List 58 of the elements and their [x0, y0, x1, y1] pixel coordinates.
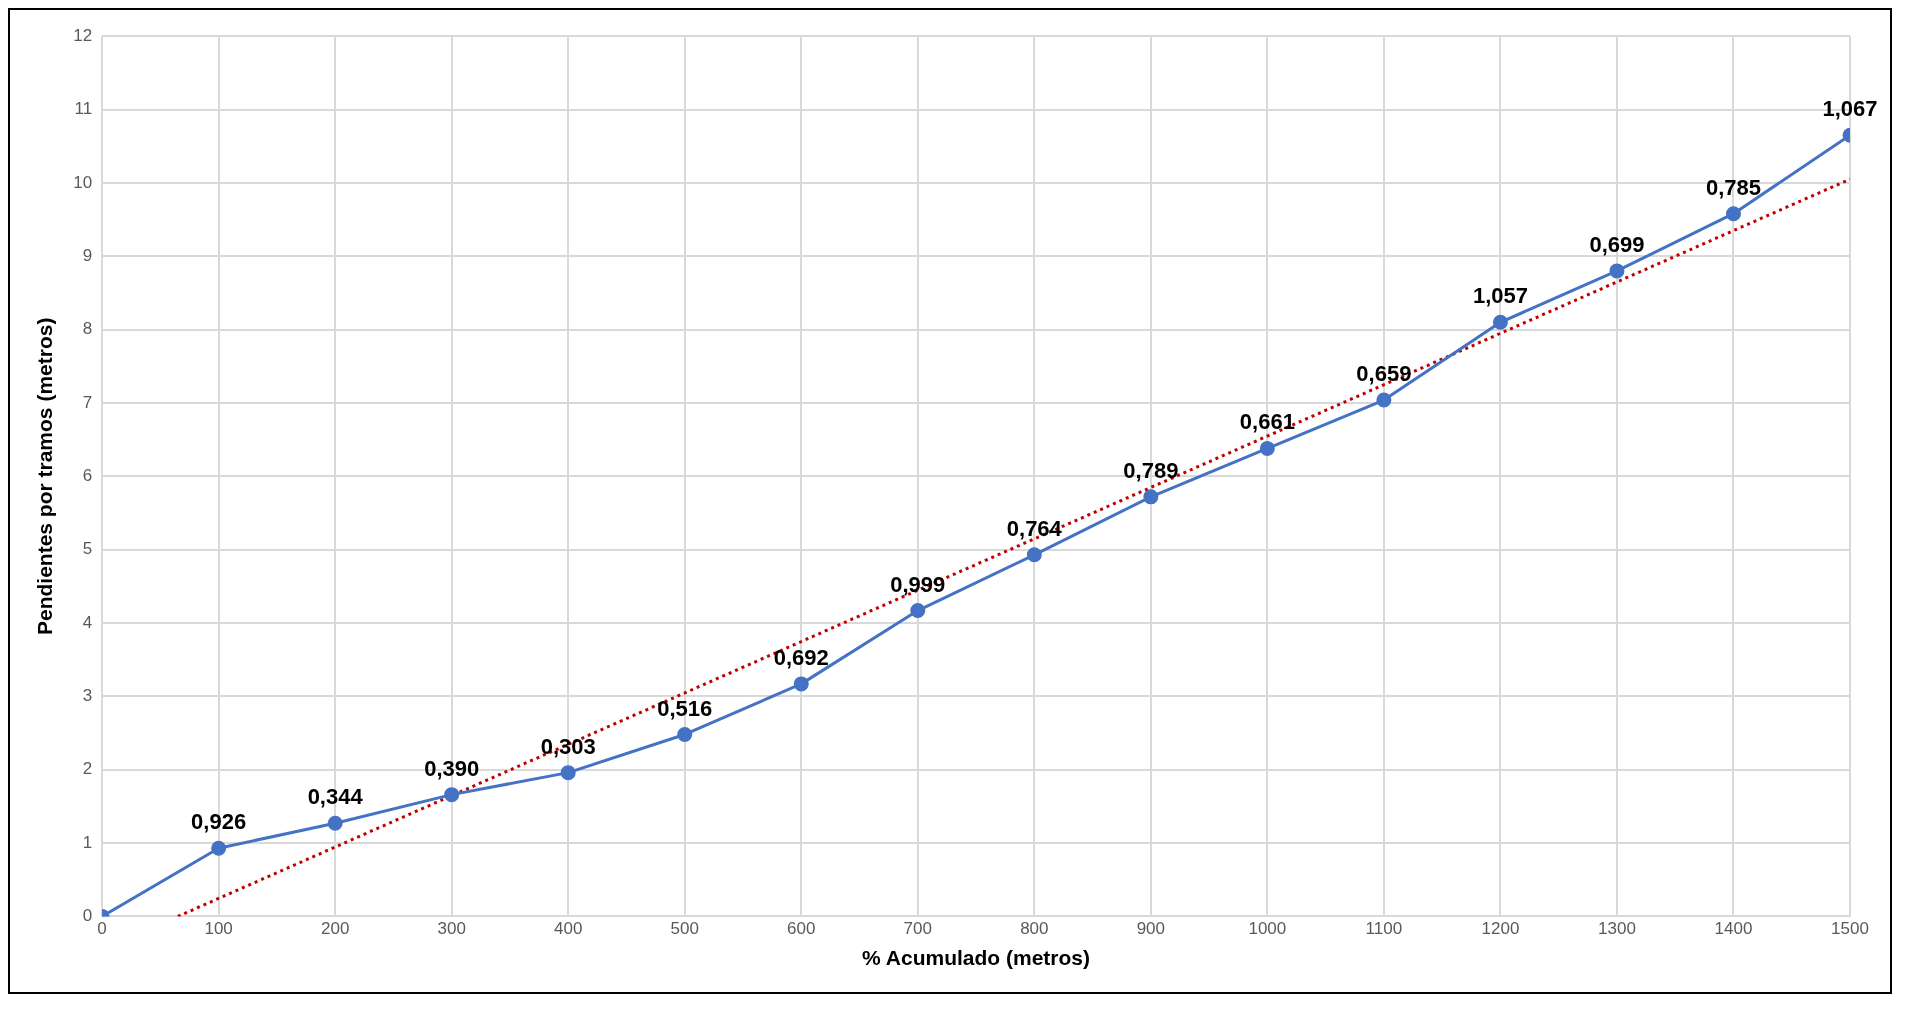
point: [677, 726, 693, 742]
point: [560, 765, 576, 781]
annotation: 0,699: [1589, 231, 1645, 257]
annotation: 1,057: [1472, 283, 1528, 309]
annotation: 0,661: [1239, 409, 1295, 435]
y-tick-label: 2: [82, 759, 93, 779]
point: [1609, 263, 1625, 279]
x-tick-label: 100: [204, 919, 233, 939]
y-tick-label: 1: [82, 832, 93, 852]
x-tick-label: 1500: [1831, 919, 1869, 939]
x-tick-label: 1200: [1481, 919, 1520, 939]
point: [327, 815, 343, 831]
annotation: 0,785: [1705, 174, 1762, 200]
point: [1259, 440, 1275, 456]
annotation: 0,692: [773, 644, 829, 670]
y-tick-label: 12: [73, 25, 93, 45]
point: [211, 840, 227, 856]
point: [1376, 392, 1392, 408]
y-tick-label: 9: [82, 245, 93, 265]
y-tick-label: 6: [82, 465, 93, 485]
annotation: 0,789: [1123, 457, 1179, 483]
annotation: 1,067: [1822, 96, 1878, 122]
y-tick-label: 5: [82, 539, 93, 559]
x-tick-label: 1000: [1248, 919, 1287, 939]
point: [1492, 314, 1508, 330]
point: [1143, 489, 1159, 505]
annotation: 0,659: [1356, 361, 1412, 387]
point: [1026, 547, 1042, 563]
x-tick-label: 1100: [1365, 919, 1403, 939]
annotation: 0,344: [307, 784, 364, 810]
x-tick-label: 300: [437, 919, 466, 939]
x-tick-label: 900: [1136, 919, 1166, 939]
x-tick-label: 800: [1020, 919, 1049, 939]
x-tick-label: 500: [670, 919, 699, 939]
point: [444, 787, 460, 803]
x-tick-label: 400: [554, 919, 583, 939]
y-tick-label: 0: [82, 906, 93, 926]
y-tick-label: 3: [82, 686, 93, 706]
y-axis-title: Pendientes por tramos (metros): [33, 317, 57, 635]
y-tick-label: 11: [74, 99, 93, 119]
annotation: 0,926: [191, 809, 247, 835]
annotation: 0,764: [1006, 515, 1063, 541]
x-axis-title: % Acumulado (metros): [862, 946, 1091, 970]
point: [1725, 206, 1741, 222]
annotation: 0,390: [424, 755, 480, 781]
x-tick-label: 1400: [1714, 919, 1753, 939]
y-tick-label: 10: [73, 172, 93, 192]
x-tick-label: 200: [320, 919, 350, 939]
point: [910, 603, 926, 619]
y-tick-label: 7: [82, 392, 93, 412]
point: [793, 676, 809, 692]
x-tick-label: 1300: [1598, 919, 1636, 939]
x-tick-label: 0: [97, 919, 107, 939]
y-tick-label: 8: [82, 319, 93, 339]
y-tick-label: 4: [82, 612, 93, 632]
annotation: 0,516: [657, 695, 713, 721]
x-tick-label: 600: [787, 919, 816, 939]
x-tick-label: 700: [903, 919, 932, 939]
